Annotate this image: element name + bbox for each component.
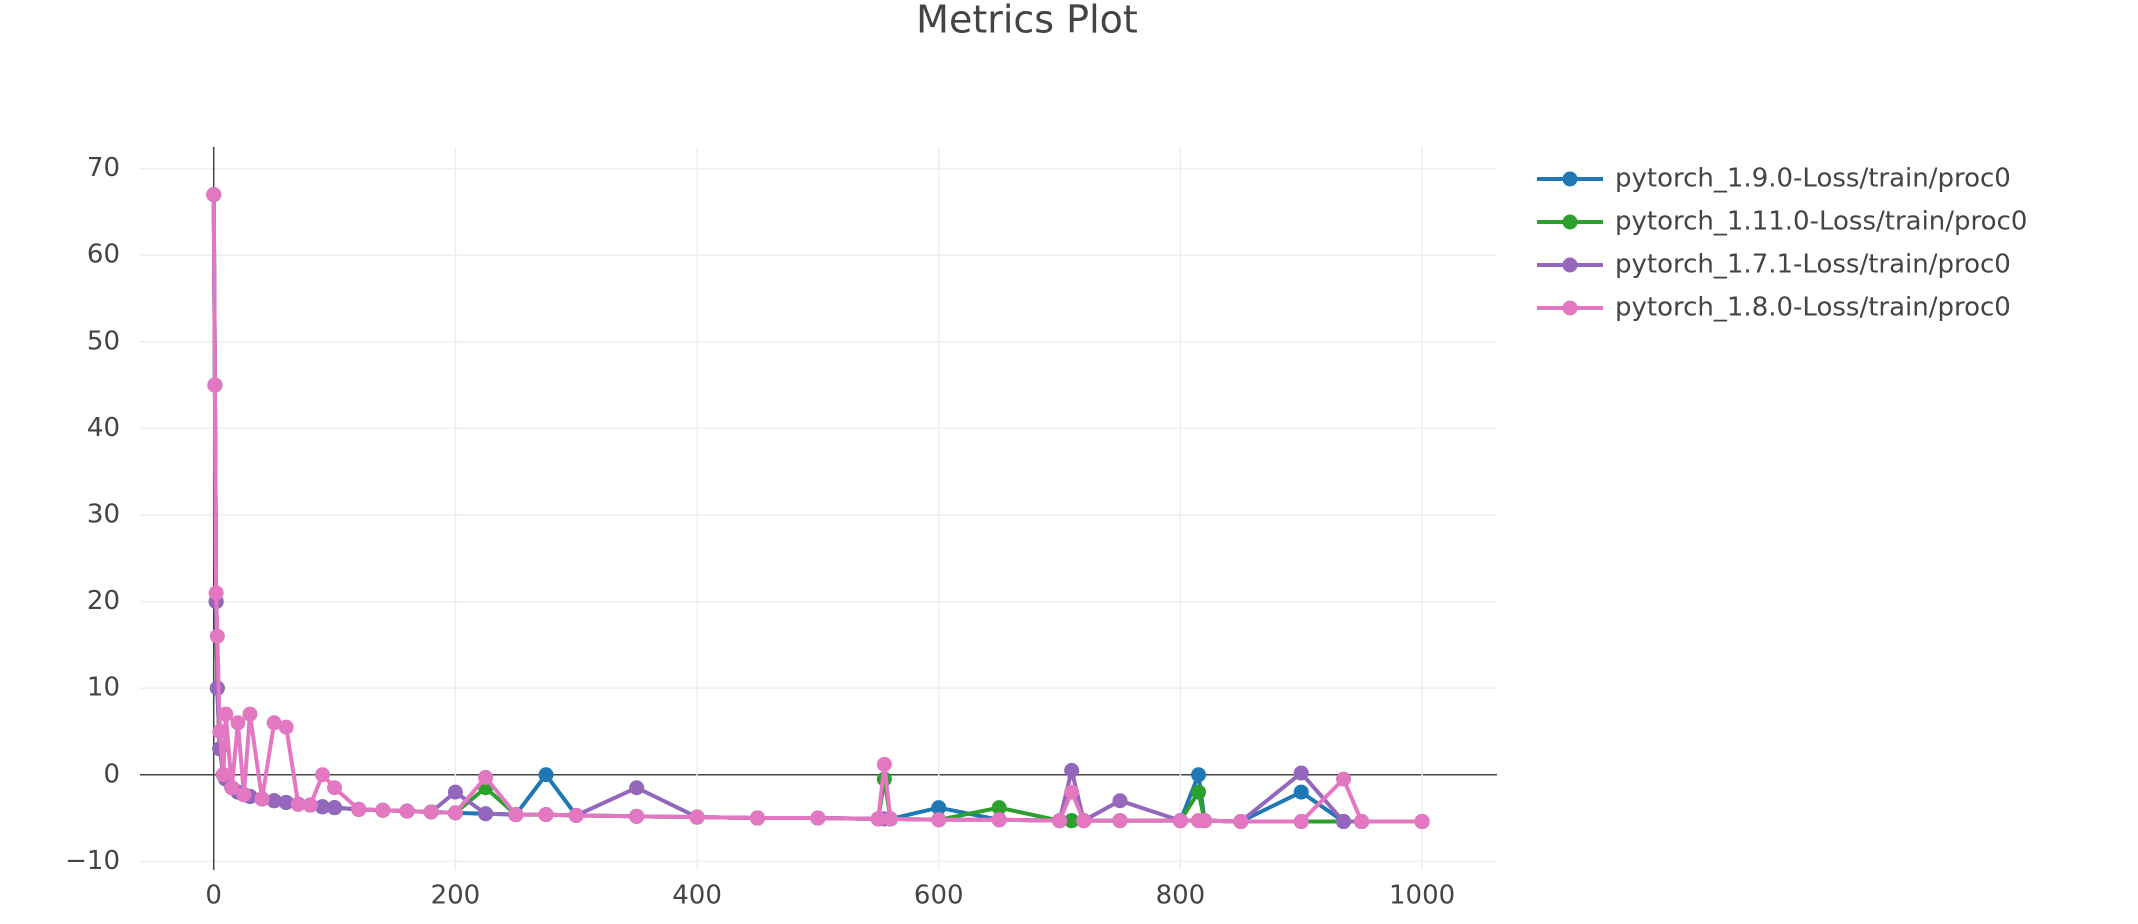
marker [1197,813,1213,829]
y-tick-label: 30 [87,499,120,529]
marker [1064,762,1080,778]
marker [209,628,225,644]
marker [399,803,415,819]
legend-label: pytorch_1.8.0-Loss/train/proc0 [1615,293,2011,323]
y-tick-label: 0 [103,759,120,789]
marker [1354,814,1370,830]
marker [629,808,645,824]
marker [327,780,343,796]
marker [882,811,898,827]
marker [206,187,222,203]
x-tick-label: 800 [1156,881,1206,911]
marker [1293,814,1309,830]
marker [215,767,231,783]
series [206,187,1430,830]
marker [278,794,294,810]
marker [931,800,947,816]
marker [302,797,318,813]
legend-label: pytorch_1.9.0-Loss/train/proc0 [1615,164,2011,194]
line [211,194,1423,824]
marker [1112,793,1128,809]
line [211,194,1423,824]
marker [351,801,367,817]
y-tick-label: 50 [87,326,120,356]
series [206,187,1430,830]
x-tick-label: 0 [205,881,222,911]
series [206,187,1430,830]
marker [224,780,240,796]
marker [568,807,584,823]
marker [1233,814,1249,830]
marker [1191,784,1207,800]
marker [1064,813,1080,829]
legend-marker [1562,300,1578,316]
x-tick-label: 200 [431,881,481,911]
y-tick-label: 40 [87,413,120,443]
marker [749,810,765,826]
legend-label: pytorch_1.7.1-Loss/train/proc0 [1615,250,2011,280]
legend-marker [1562,257,1578,273]
marker [447,784,463,800]
marker [423,804,439,820]
marker [236,787,252,803]
marker [278,719,294,735]
marker [538,767,554,783]
marker [1112,813,1128,829]
marker [508,807,524,823]
marker [689,809,705,825]
legend-label: pytorch_1.11.0-Loss/train/proc0 [1615,207,2027,237]
marker [242,706,258,722]
marker [1052,813,1068,829]
marker [1414,814,1430,830]
y-tick-label: 10 [87,673,120,703]
marker [810,810,826,826]
legend-marker [1562,214,1578,230]
chart-title: Metrics Plot [916,0,1138,42]
marker [870,811,886,827]
x-tick-label: 1000 [1389,881,1455,911]
series [206,187,1430,830]
marker [375,802,391,818]
marker [1336,771,1352,787]
x-tick-label: 600 [914,881,964,911]
marker [314,799,330,815]
marker [629,780,645,796]
line [211,194,1423,824]
marker [290,796,306,812]
marker [266,793,282,809]
marker [447,805,463,821]
marker [208,585,224,601]
marker [254,791,270,807]
marker [931,812,947,828]
marker [1064,784,1080,800]
marker [1191,767,1207,783]
y-tick-label: 70 [87,153,120,183]
marker [1293,784,1309,800]
marker [1293,765,1309,781]
marker [538,807,554,823]
marker [1172,813,1188,829]
marker [1336,814,1352,830]
marker [478,769,494,785]
marker [478,806,494,822]
x-tick-label: 400 [672,881,722,911]
marker [230,715,246,731]
marker [991,812,1007,828]
marker [212,723,228,739]
marker [314,767,330,783]
marker [218,706,234,722]
legend-marker [1562,171,1578,187]
marker [327,800,343,816]
marker [876,756,892,772]
marker [1076,813,1092,829]
y-tick-label: −10 [65,846,120,876]
marker [266,715,282,731]
y-tick-label: 20 [87,586,120,616]
y-tick-label: 60 [87,240,120,270]
line [211,194,1423,824]
marker [991,800,1007,816]
marker [207,377,223,393]
